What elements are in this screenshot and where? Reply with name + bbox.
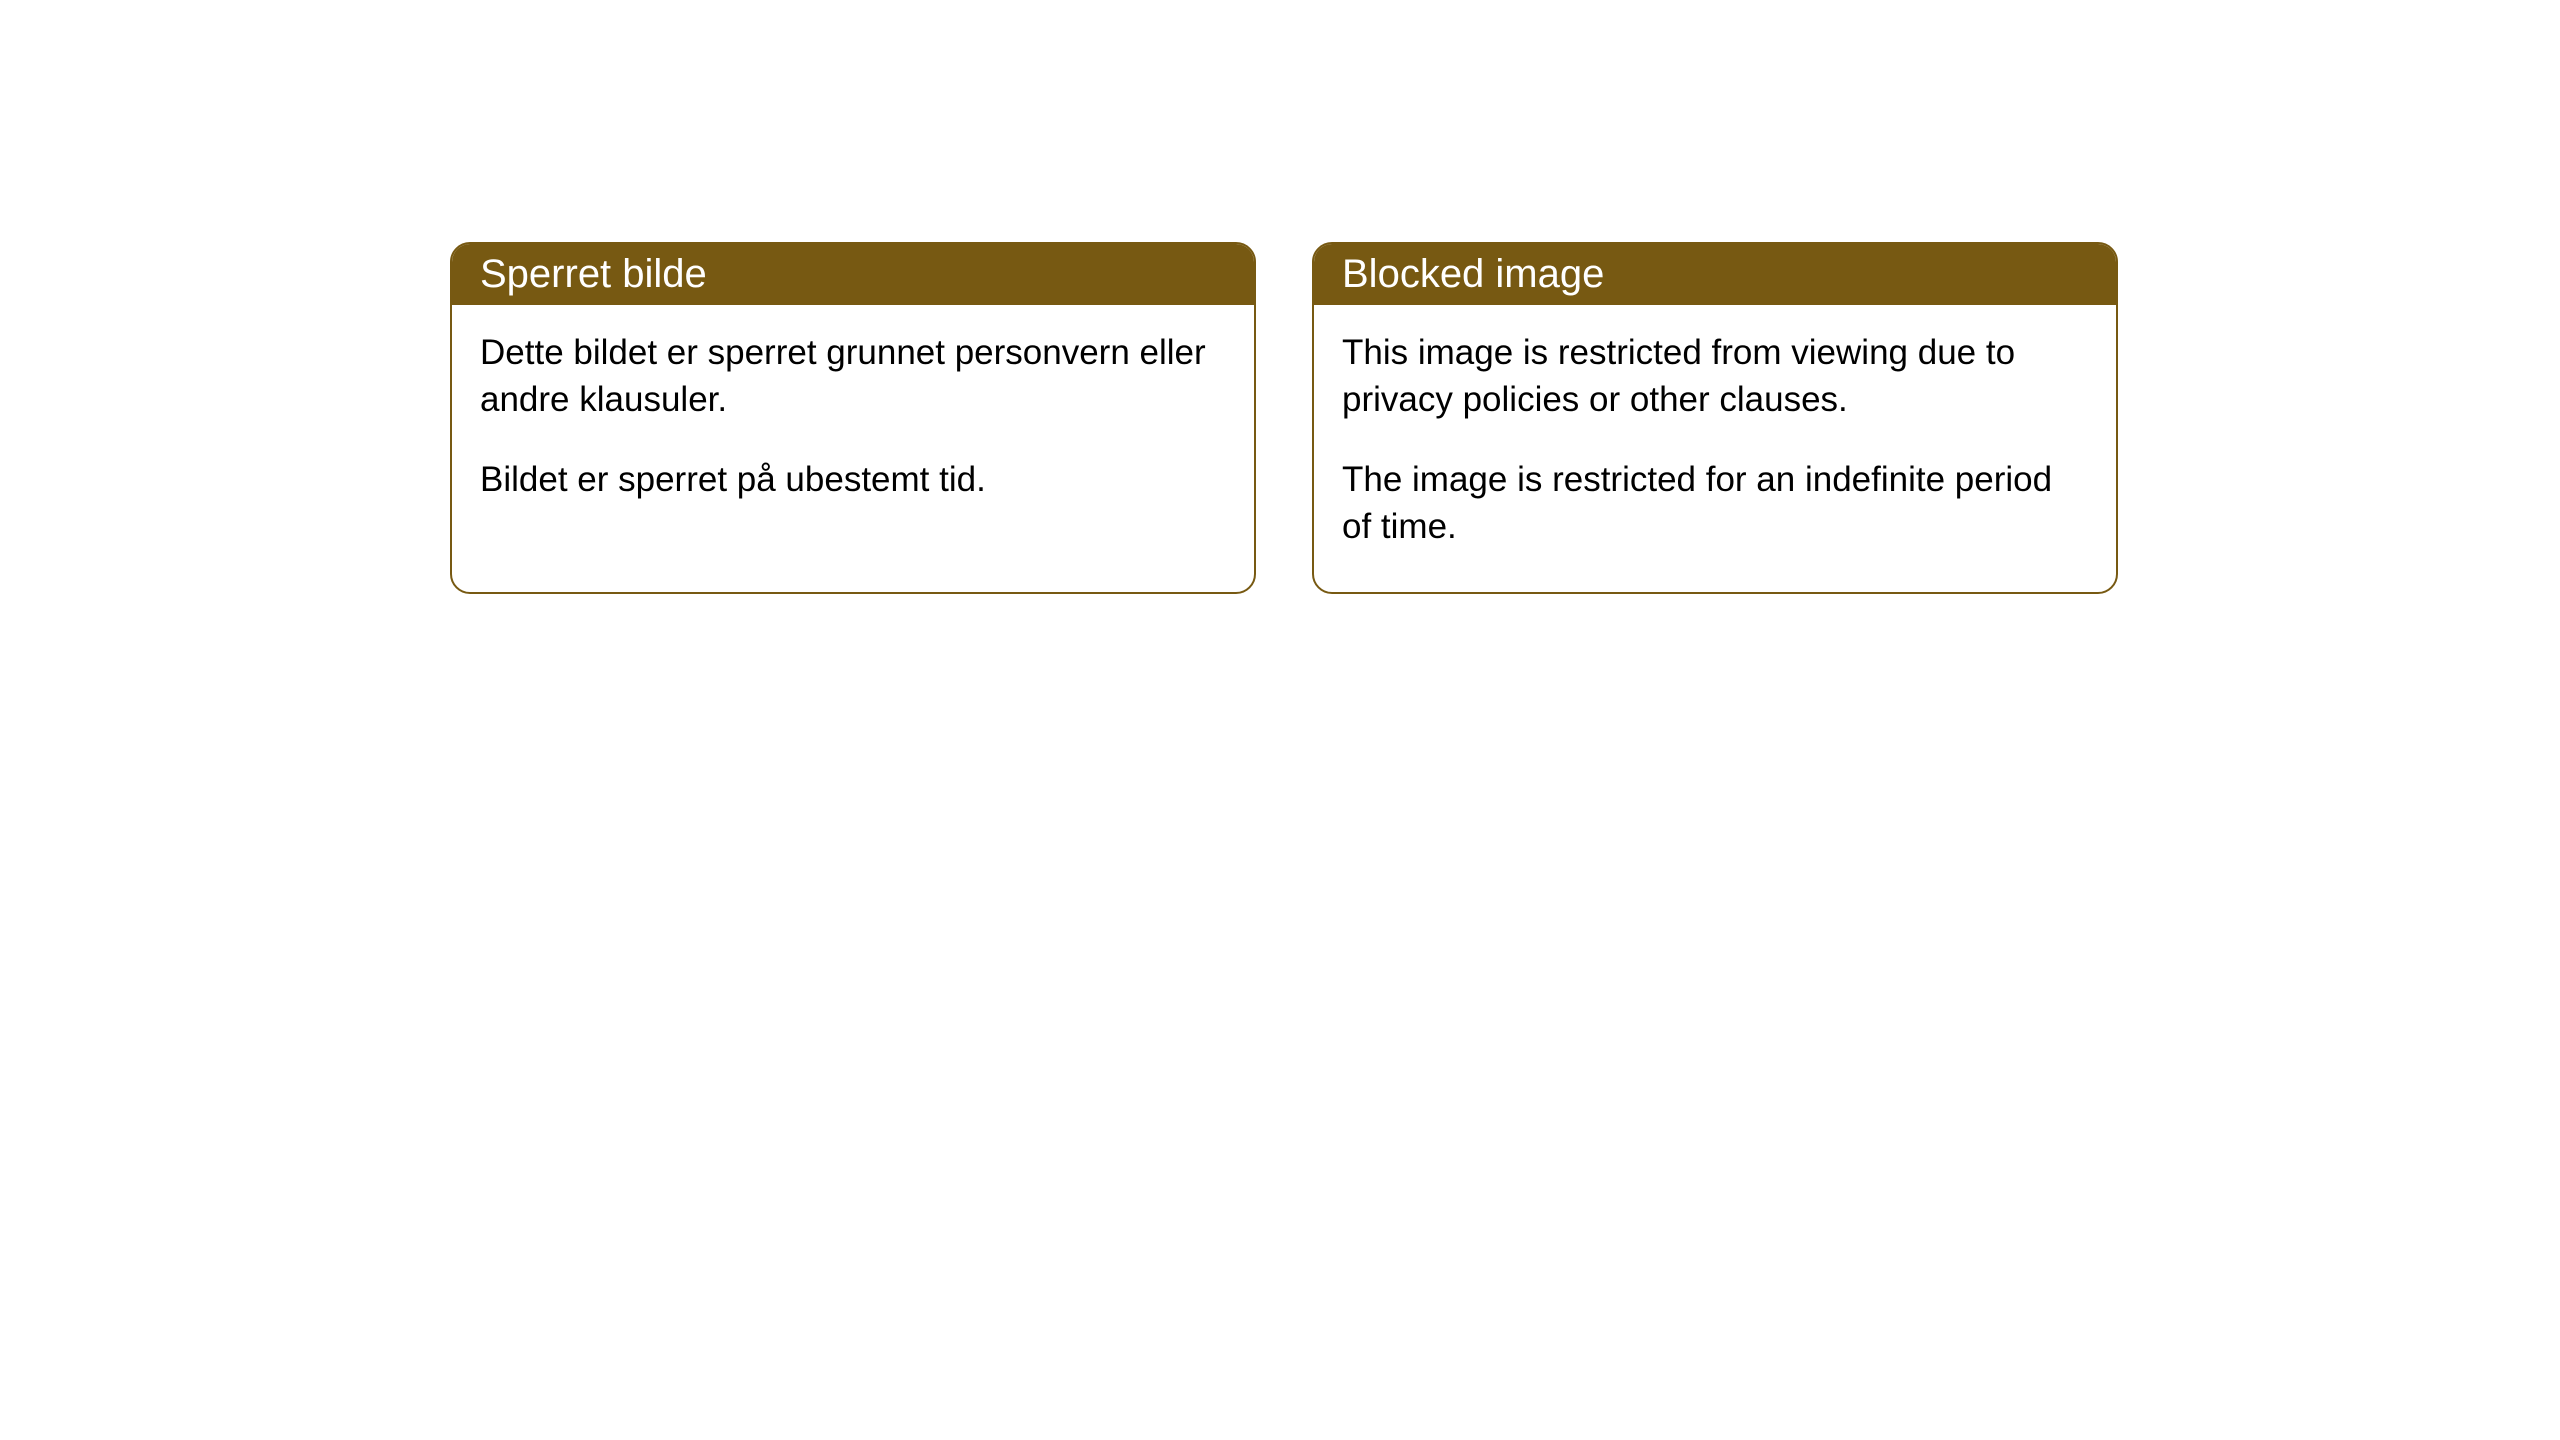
blocked-image-card-english: Blocked image This image is restricted f… xyxy=(1312,242,2118,594)
notice-paragraph-2: The image is restricted for an indefinit… xyxy=(1342,456,2088,551)
notice-paragraph-1: Dette bildet er sperret grunnet personve… xyxy=(480,329,1226,424)
card-header-norwegian: Sperret bilde xyxy=(452,244,1254,305)
card-body-english: This image is restricted from viewing du… xyxy=(1314,305,2116,592)
notice-cards-container: Sperret bilde Dette bildet er sperret gr… xyxy=(450,242,2118,594)
notice-paragraph-2: Bildet er sperret på ubestemt tid. xyxy=(480,456,1226,503)
card-body-norwegian: Dette bildet er sperret grunnet personve… xyxy=(452,305,1254,545)
card-title: Blocked image xyxy=(1342,252,1604,296)
blocked-image-card-norwegian: Sperret bilde Dette bildet er sperret gr… xyxy=(450,242,1256,594)
card-title: Sperret bilde xyxy=(480,252,707,296)
card-header-english: Blocked image xyxy=(1314,244,2116,305)
notice-paragraph-1: This image is restricted from viewing du… xyxy=(1342,329,2088,424)
